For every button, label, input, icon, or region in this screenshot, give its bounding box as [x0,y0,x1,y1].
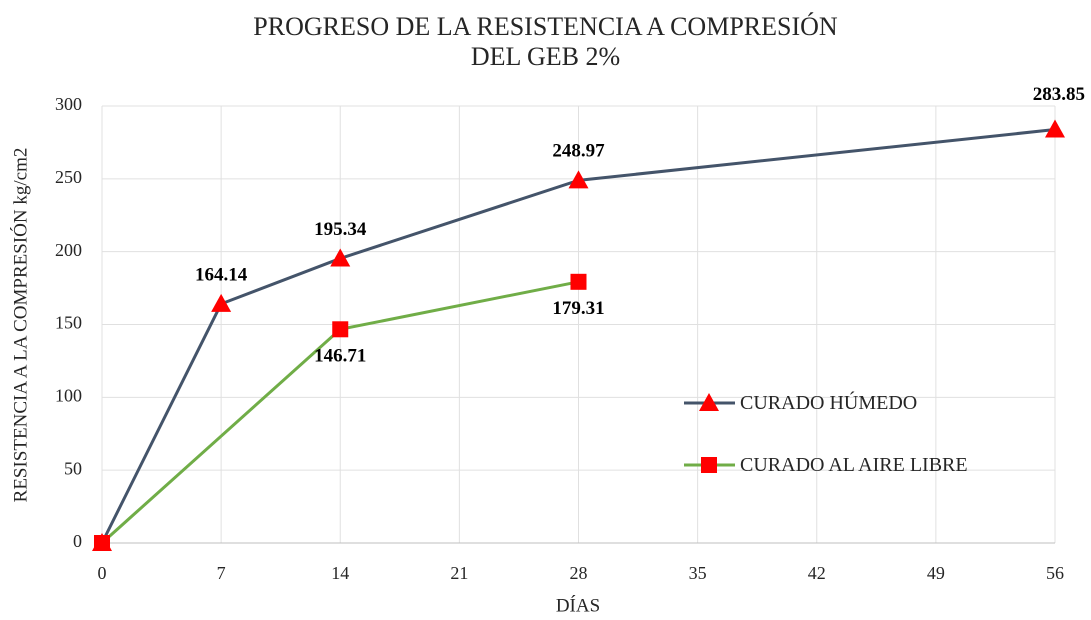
x-axis-label: DÍAS [556,594,600,616]
data-point [94,535,110,551]
data-label: 146.71 [314,346,366,367]
legend-label: CURADO HÚMEDO [740,392,918,414]
x-tick-label: 21 [450,563,468,583]
y-tick-label: 50 [64,458,82,478]
data-point [570,273,587,290]
data-label: 283.85 [1033,84,1085,105]
y-tick-label: 250 [55,167,82,187]
data-point [211,293,232,312]
x-tick-label: 49 [927,563,945,583]
y-tick-label: 150 [55,313,82,333]
x-tick-label: 0 [98,563,107,583]
y-tick-label: 100 [55,385,82,405]
chart-title: PROGRESO DE LA RESISTENCIA A COMPRESIÓN … [253,12,838,71]
data-point [332,321,349,338]
legend-marker [701,457,717,473]
data-point [330,248,351,267]
y-tick-label: 300 [55,94,82,114]
data-point [568,170,589,189]
data-point [1045,119,1065,138]
y-axis-label: RESISTENCIA A LA COMPRESIÓN kg/cm2 [9,148,31,503]
data-label: 248.97 [552,141,605,162]
x-tick-label: 14 [331,563,349,583]
y-tick-label: 0 [73,531,82,551]
data-label: 179.31 [552,298,604,319]
x-tick-label: 7 [217,563,226,583]
x-tick-label: 42 [808,563,826,583]
x-tick-label: 56 [1046,563,1064,583]
y-tick-label: 200 [55,240,82,260]
data-label: 164.14 [195,264,248,285]
x-tick-label: 28 [570,563,588,583]
data-label: 195.34 [314,219,367,240]
legend-label: CURADO AL AIRE LIBRE [740,454,968,476]
x-tick-label: 35 [689,563,707,583]
legend-marker [699,393,719,411]
